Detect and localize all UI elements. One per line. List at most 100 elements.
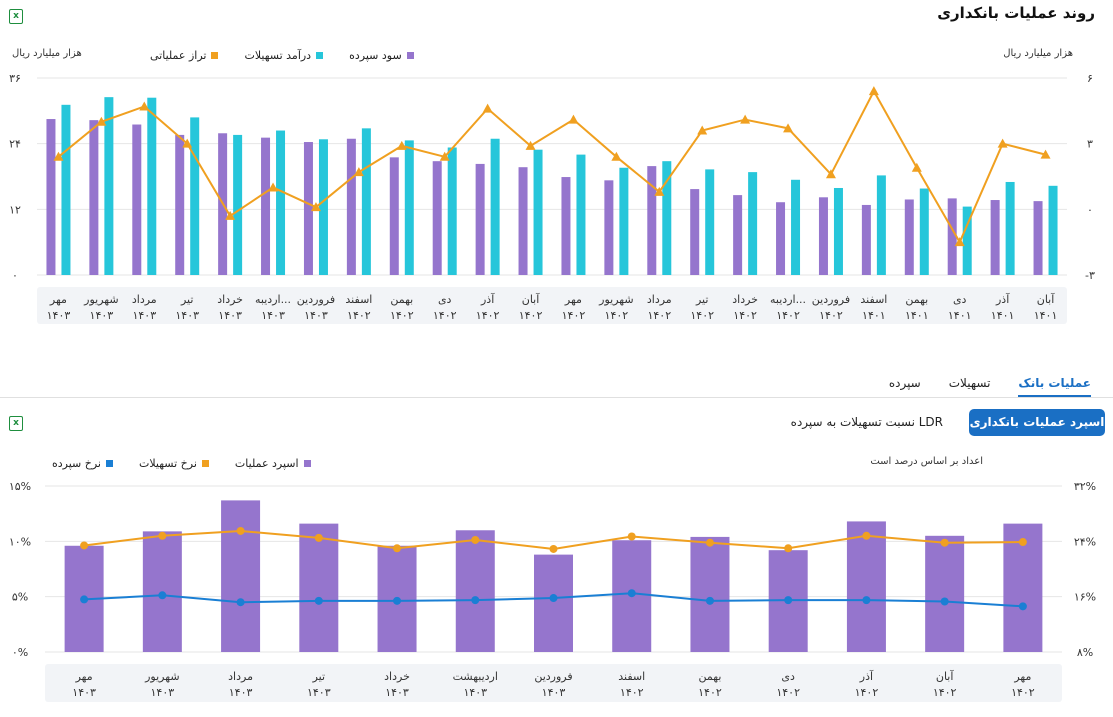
category-label: آبان [1037,292,1055,306]
bar [89,120,99,275]
spread-button[interactable]: اسپرد عملیات بانکداری [969,409,1105,436]
bar [791,179,801,275]
category-year-label: ۱۴۰۲ [776,686,800,699]
category-label: مهر [75,670,93,683]
category-label: اسفند [345,293,372,306]
tab-deposits[interactable]: سپرده [888,376,921,390]
line-point [784,544,793,553]
line-point [396,140,407,150]
bar [619,167,629,275]
line-point [611,151,622,161]
legend-swatch [106,460,113,467]
line-point [705,538,714,547]
category-year-label: ۱۴۰۳ [385,686,409,699]
category-year-label: ۱۴۰۲ [647,309,671,322]
category-label: آذر [995,292,1010,306]
bar [604,180,614,275]
category-year-label: ۱۴۰۲ [347,309,371,322]
line-point [53,151,64,161]
right-tick-label: ۶ [1087,72,1093,85]
category-label: آبان [522,292,540,306]
bar [132,124,142,275]
tab-bar: عملیات بانک تسهیلات سپرده [889,376,1091,397]
excel-export-icon[interactable]: x [9,416,23,431]
bar [233,134,243,275]
line-point [940,597,949,606]
line-point [314,533,323,542]
legend-item-loan-rate[interactable]: نرخ تسهیلات [139,457,209,470]
tab-loans[interactable]: تسهیلات [948,376,991,390]
line-point [80,595,89,604]
line-point [236,598,245,607]
category-year-label: ۱۴۰۱ [1034,309,1058,322]
category-label: دی [438,293,452,306]
line-point [705,596,714,605]
legend-item-operating-balance[interactable]: تراز عملیاتی [150,49,219,62]
line-point [997,138,1008,148]
left-tick-label: ۱۰% [9,535,31,548]
bar [432,161,442,275]
bar [690,536,730,652]
category-label: مهر [1013,670,1031,683]
line-point [393,596,402,605]
category-label: تیر [180,293,193,306]
line-point [353,167,364,177]
category-label: خرداد [217,293,243,306]
bar [46,119,56,276]
legend-item-deposit-rate[interactable]: نرخ سپرده [52,457,113,470]
bar [190,117,200,276]
legend-swatch [303,460,311,467]
category-year-label: ۱۴۰۲ [605,309,629,322]
bar [861,204,871,275]
category-year-label: ۱۴۰۳ [47,309,71,322]
chart-title: روند عملیات بانکداری [937,4,1095,22]
bar [533,149,543,275]
category-year-label: ۱۴۰۲ [433,309,457,322]
left-tick-label: ۵% [12,591,28,604]
bar [534,554,573,652]
bar [647,166,657,275]
legend-item-deposit-interest[interactable]: سود سپرده [349,49,414,62]
category-label: بهمن [699,670,722,683]
tab-bank-operations[interactable]: عملیات بانک [1018,376,1091,397]
line-point [697,125,708,135]
category-year-label: ۱۴۰۳ [90,309,114,322]
category-year-label: ۱۴۰۲ [776,309,800,322]
bar [1033,201,1043,275]
legend-item-spread[interactable]: اسپرد عملیات [235,457,311,470]
bar [776,202,786,275]
bar [833,187,843,275]
category-label: بهمن [390,293,413,306]
line-point [268,182,279,192]
category-label: بهمن [905,293,928,306]
top-legend: سود سپرده درآمد تسهیلات تراز عملیاتی [150,49,414,62]
category-year-label: ۱۴۰۳ [151,686,175,699]
line-point [654,186,665,196]
category-label: تیر [695,293,708,306]
right-tick-label: ۳ [1087,138,1093,151]
legend-label: اسپرد عملیات [234,457,299,470]
excel-export-icon[interactable]: x [9,9,23,24]
line-point [182,138,193,148]
line-point [96,116,107,126]
legend-item-loan-income[interactable]: درآمد تسهیلات [244,49,324,62]
ldr-button[interactable]: نسبت تسهیلات به سپرده LDR [790,415,943,429]
legend-label: تراز عملیاتی [150,49,207,62]
legend-swatch [316,52,324,59]
right-tick-label: ۲۴% [1074,535,1096,548]
category-year-label: ۱۴۰۳ [229,686,253,699]
legend-label: نرخ سپرده [52,457,101,470]
bar [876,175,886,275]
category-year-label: ۱۴۰۳ [261,309,285,322]
category-label: مرداد [132,293,157,306]
category-label: آذر [859,669,874,683]
line-point [783,123,794,133]
bottom-legend: اسپرد عملیات نرخ تسهیلات نرخ سپرده [52,457,311,470]
line-point [314,596,323,605]
category-year-label: ۱۴۰۱ [862,309,886,322]
category-label: شهریور [83,293,118,306]
left-tick-label: ۲۴ [9,138,21,151]
right-tick-label: ۱۶% [1074,591,1096,604]
left-tick-label: ۱۵% [9,480,31,493]
category-label: دی [781,670,795,683]
